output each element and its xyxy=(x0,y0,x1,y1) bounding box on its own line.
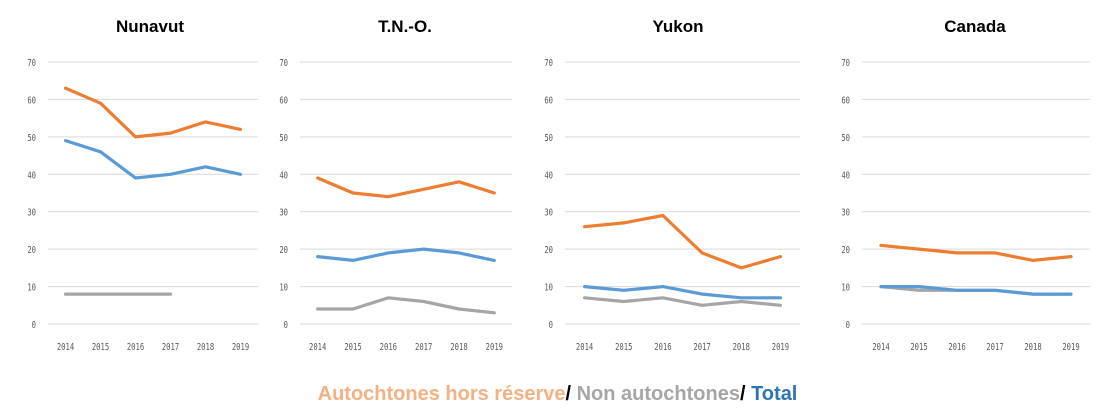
y-tick-label: 50 xyxy=(279,133,288,144)
x-tick-label: 2014 xyxy=(872,342,889,353)
y-tick-label: 20 xyxy=(279,245,288,256)
x-tick-label: 2018 xyxy=(450,342,467,353)
y-tick-label: 10 xyxy=(544,283,553,294)
chart-title: Yukon xyxy=(652,17,703,36)
chart-panel: Nunavut 0 10 20 30 40 50 60 70 2014 2015 2016 2017 20… xyxy=(27,17,258,353)
x-tick-label: 2019 xyxy=(1062,342,1079,353)
x-tick-label: 2014 xyxy=(57,342,74,353)
y-tick-label: 30 xyxy=(544,208,553,219)
series-line-autochtones xyxy=(879,243,1073,262)
legend-total: Total xyxy=(751,383,798,405)
x-tick-label: 2017 xyxy=(693,342,710,353)
y-tick-label: 0 xyxy=(549,320,553,331)
y-tick-label: 60 xyxy=(841,95,850,106)
chart-title: Canada xyxy=(944,17,1006,36)
y-tick-label: 40 xyxy=(279,170,288,181)
x-tick-label: 2017 xyxy=(986,342,1003,353)
y-tick-label: 50 xyxy=(841,133,850,144)
y-tick-label: 40 xyxy=(27,170,36,181)
chart-title: Nunavut xyxy=(116,17,184,36)
legend-autochtones: Autochtones hors réserve xyxy=(317,383,566,405)
x-tick-label: 2019 xyxy=(232,342,249,353)
x-tick-label: 2019 xyxy=(772,342,789,353)
y-tick-label: 70 xyxy=(841,58,850,69)
y-tick-label: 20 xyxy=(27,245,36,256)
series-line-autochtones xyxy=(582,213,783,270)
y-tick-label: 60 xyxy=(27,95,36,106)
y-tick-label: 50 xyxy=(27,133,36,144)
y-tick-label: 10 xyxy=(841,283,850,294)
chart-panel: Yukon 0 10 20 30 40 50 60 70 2014 2015 2016 2017 2018… xyxy=(544,17,800,353)
legend-non-autochtones: Non autochtones xyxy=(576,383,740,405)
y-tick-label: 20 xyxy=(544,245,553,256)
chart-panel: T.N.-O. 0 10 20 30 40 50 60 70 2014 2015 2016 2017 20… xyxy=(279,17,512,353)
charts-area: Nunavut 0 10 20 30 40 50 60 70 2014 2015 2016 2017 20… xyxy=(27,17,1090,353)
x-tick-label: 2016 xyxy=(127,342,144,353)
legend: Autochtones hors réserve/ Non autochtone… xyxy=(0,383,1115,406)
x-tick-label: 2015 xyxy=(344,342,361,353)
y-tick-label: 10 xyxy=(279,283,288,294)
series-line-total xyxy=(63,139,243,180)
y-tick-label: 30 xyxy=(279,208,288,219)
legend-separator: / xyxy=(565,383,577,405)
x-tick-label: 2018 xyxy=(197,342,214,353)
x-tick-label: 2016 xyxy=(380,342,397,353)
x-tick-label: 2016 xyxy=(654,342,671,353)
chart-panel: Canada 0 10 20 30 40 50 60 70 2014 2015 2016 2017 201… xyxy=(841,17,1090,353)
y-tick-label: 20 xyxy=(841,245,850,256)
x-tick-label: 2015 xyxy=(615,342,632,353)
x-tick-label: 2016 xyxy=(948,342,965,353)
y-tick-label: 70 xyxy=(279,58,288,69)
series-line-non-autochtones xyxy=(316,296,496,315)
series-line-autochtones xyxy=(63,86,243,139)
y-tick-label: 0 xyxy=(32,320,36,331)
x-tick-label: 2017 xyxy=(415,342,432,353)
y-tick-label: 40 xyxy=(841,170,850,181)
y-tick-label: 0 xyxy=(284,320,288,331)
y-tick-label: 50 xyxy=(544,133,553,144)
legend-separator: / xyxy=(739,383,752,405)
x-tick-label: 2015 xyxy=(92,342,109,353)
x-tick-label: 2019 xyxy=(486,342,503,353)
x-tick-label: 2015 xyxy=(910,342,927,353)
series-line-total xyxy=(582,285,783,300)
series-line-non-autochtones xyxy=(582,296,783,307)
y-tick-label: 0 xyxy=(846,320,850,331)
y-tick-label: 40 xyxy=(544,170,553,181)
y-tick-label: 70 xyxy=(544,58,553,69)
series-line-total xyxy=(316,247,496,262)
x-tick-label: 2017 xyxy=(162,342,179,353)
y-tick-label: 70 xyxy=(27,58,36,69)
x-tick-label: 2014 xyxy=(309,342,326,353)
x-tick-label: 2014 xyxy=(576,342,593,353)
y-tick-label: 60 xyxy=(544,95,553,106)
x-tick-label: 2018 xyxy=(1024,342,1041,353)
x-tick-label: 2018 xyxy=(733,342,750,353)
y-tick-label: 30 xyxy=(27,208,36,219)
y-tick-label: 30 xyxy=(841,208,850,219)
y-tick-label: 60 xyxy=(279,95,288,106)
series-line-autochtones xyxy=(316,176,496,199)
series-line-total xyxy=(879,285,1073,296)
y-tick-label: 10 xyxy=(27,283,36,294)
chart-title: T.N.-O. xyxy=(378,17,432,36)
